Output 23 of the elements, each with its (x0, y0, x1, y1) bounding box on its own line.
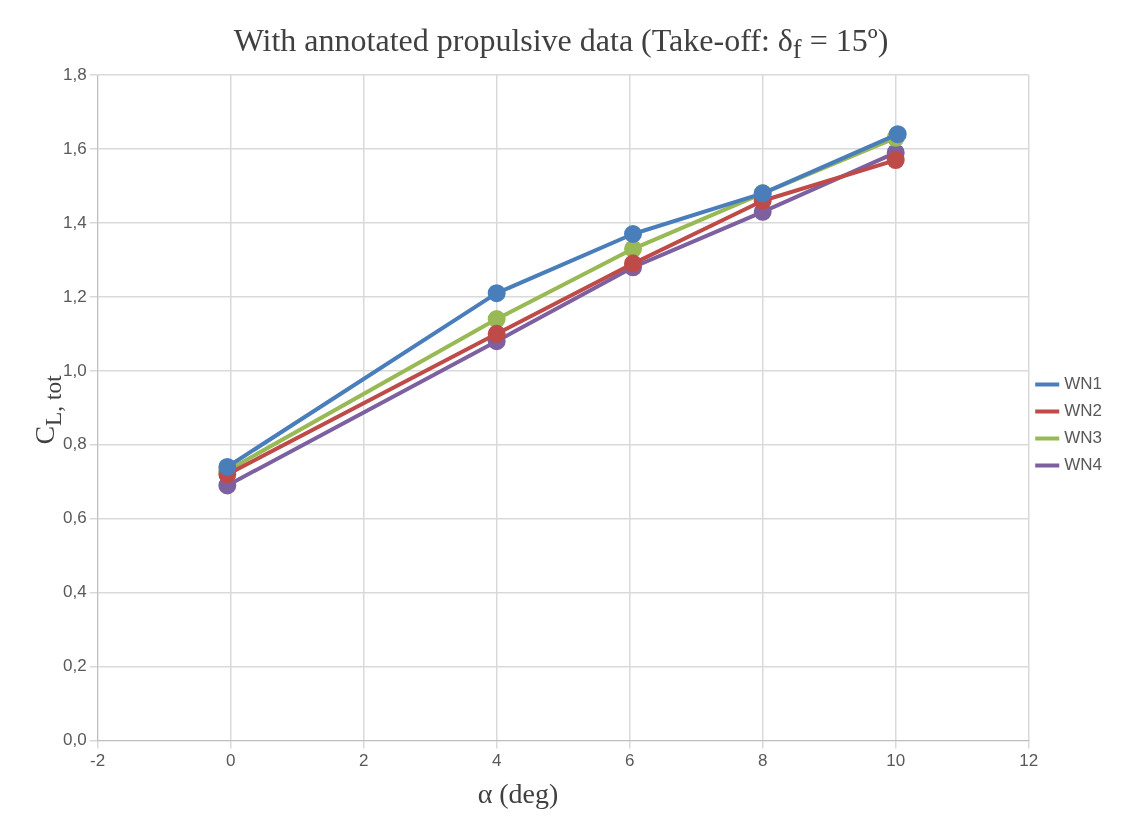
y-tick-label: 0,6 (62, 508, 87, 528)
x-tick-label: 2 (358, 751, 369, 771)
x-tick-label: 10 (886, 751, 906, 771)
y-tick-label: 1,6 (62, 138, 87, 158)
legend-label: WN1 (1064, 374, 1102, 394)
legend-label: WN2 (1064, 401, 1102, 421)
x-tick-label: -2 (90, 751, 106, 771)
y-tick-label: 1,8 (62, 64, 87, 84)
x-tick-label: 6 (624, 751, 635, 771)
y-tick-label: 0,2 (62, 656, 87, 676)
chart-title: With annotated propulsive data (Take-off: δ$_{f}$ = 15º) (232, 22, 890, 66)
y-tick-label: 0,4 (62, 582, 87, 602)
y-tick-label: 1,0 (62, 360, 87, 380)
x-tick-label: 0 (225, 751, 236, 771)
y-tick-label: 1,2 (62, 286, 87, 306)
legend-label: WN3 (1064, 428, 1102, 448)
y-tick-label: 1,4 (62, 212, 87, 232)
y-tick-label: 0,0 (62, 730, 87, 750)
x-tick-label: 12 (1019, 751, 1039, 771)
x-axis-title: α (deg) (476, 778, 560, 810)
legend-label: WN4 (1064, 455, 1102, 475)
x-tick-label: 4 (491, 751, 502, 771)
x-tick-label: 8 (757, 751, 768, 771)
